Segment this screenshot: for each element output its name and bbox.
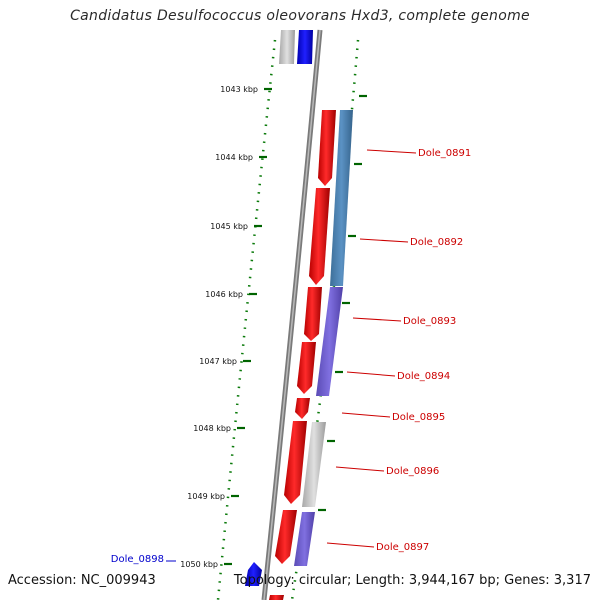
ruler-ticks: 1043 kbp 1044 kbp 1045 kbp 1046 kbp 1047 kbp… [180, 85, 367, 569]
cds-dole-0896 [284, 421, 307, 504]
ruler-tick-label: 1050 kbp [180, 560, 218, 569]
ruler-tick-label: 1048 kbp [193, 424, 231, 433]
gene-label[interactable]: Dole_0892 [410, 237, 463, 248]
gene-label[interactable]: Dole_0894 [397, 371, 450, 382]
feature-gray-top [279, 30, 295, 64]
ruler-tick-label: 1043 kbp [220, 85, 258, 94]
label-leader-line [346, 371, 396, 377]
map-title: Candidatus Desulfococcus oleovorans Hxd3… [70, 8, 530, 24]
label-leader-line [366, 149, 417, 154]
cds-dole-0894 [297, 342, 316, 394]
feature-blue-top [297, 30, 313, 64]
ruler-tick-label: 1046 kbp [205, 290, 243, 299]
backbone-highlight [263, 29, 321, 600]
gene-labels: Dole_0891 Dole_0892 Dole_0893 Dole_0894 Dole… [111, 148, 471, 565]
feature-purple-1 [316, 287, 343, 396]
cds-dole-0897 [275, 510, 297, 564]
label-leader-line [359, 238, 409, 243]
cds-dole-0898 [245, 562, 262, 586]
feature-purple-2 [294, 512, 315, 566]
feature-gray-mid [302, 422, 326, 507]
label-leader-line [335, 466, 385, 472]
gene-label[interactable]: Dole_0891 [418, 148, 471, 159]
cds-dole-0891 [318, 110, 336, 186]
gene-label[interactable]: Dole_0896 [386, 466, 439, 477]
gene-label[interactable]: Dole_0898 [111, 554, 164, 565]
cds-dole-0892 [309, 188, 330, 285]
cds-dole-0893 [304, 287, 322, 341]
gene-label[interactable]: Dole_0893 [403, 316, 456, 327]
accession-text: Accession: NC_009943 [8, 573, 156, 588]
label-leader-line [326, 542, 375, 548]
cds-bottom-red [269, 595, 284, 600]
cds-dole-0895 [295, 398, 310, 419]
ruler-tick-label: 1047 kbp [199, 357, 237, 366]
label-leader-line [352, 317, 402, 322]
ruler-tick-label: 1049 kbp [187, 492, 225, 501]
ruler-tick-label: 1044 kbp [215, 153, 253, 162]
inner-dotted-ring [216, 39, 277, 600]
gene-label[interactable]: Dole_0895 [392, 412, 445, 423]
feature-steelblue [330, 110, 353, 286]
label-leader-line [341, 412, 391, 418]
gene-label[interactable]: Dole_0897 [376, 542, 429, 553]
ruler-tick-label: 1045 kbp [210, 222, 248, 231]
summary-text: Topology: circular; Length: 3,944,167 bp… [233, 573, 591, 588]
label-leaders [166, 149, 417, 562]
